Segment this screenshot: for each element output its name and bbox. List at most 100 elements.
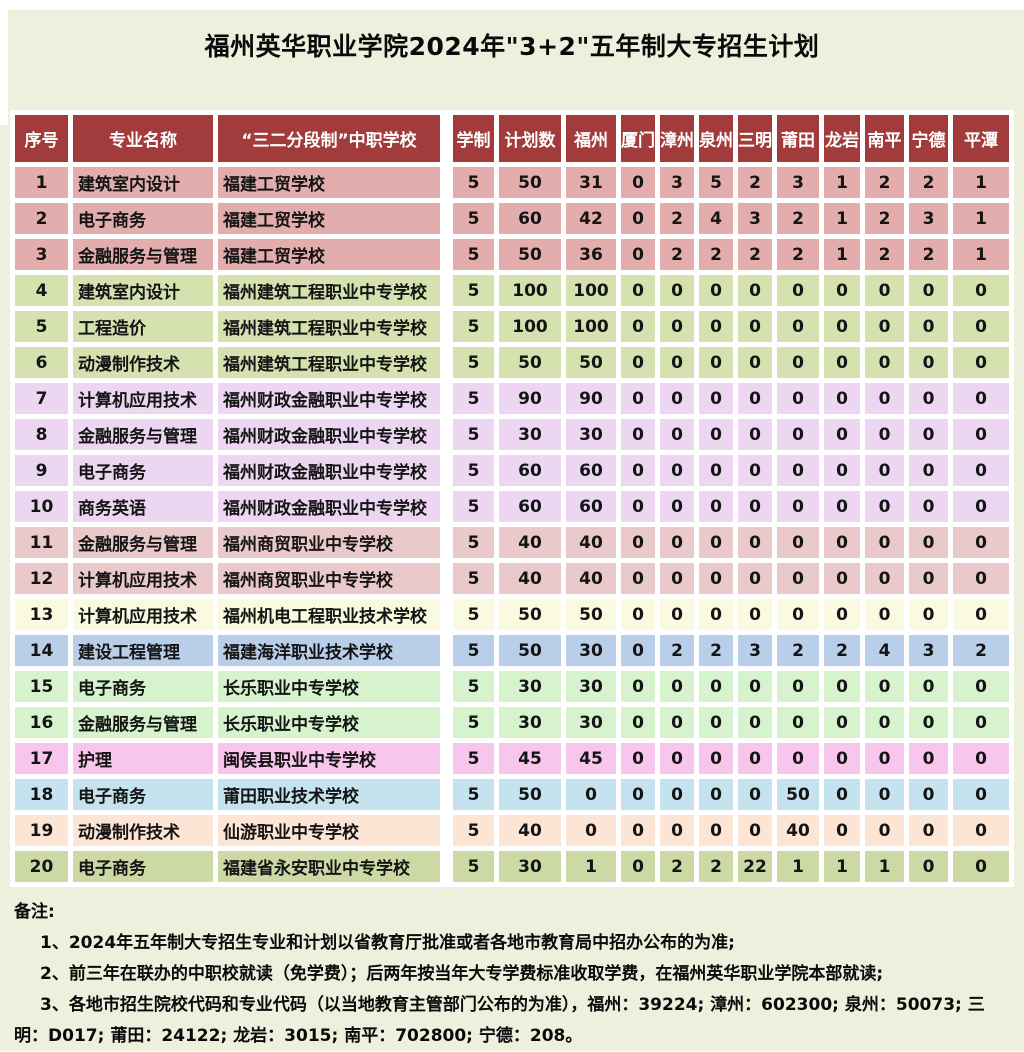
row-number-cell: 8: [10, 414, 73, 455]
city-count-cell: 2: [860, 162, 909, 203]
city-count-cell: 0: [860, 810, 909, 851]
school-cell: 福州财政金融职业中专学校: [213, 414, 449, 455]
plan-cell: 100: [494, 270, 566, 311]
duration-cell: 5: [440, 378, 499, 419]
city-count-cell: 0: [694, 378, 738, 419]
duration-cell: 5: [440, 630, 499, 671]
duration-cell: 5: [440, 558, 499, 599]
city-count-cell: 100: [561, 270, 621, 311]
school-cell: 福州机电工程职业技术学校: [213, 594, 449, 635]
row-number-cell: 11: [10, 522, 73, 563]
city-count-cell: 0: [616, 378, 660, 419]
school-cell: 长乐职业中专学校: [213, 666, 449, 707]
city-count-cell: 0: [733, 558, 777, 599]
row-number-cell: 2: [10, 198, 73, 239]
city-count-cell: 1: [819, 198, 865, 239]
plan-cell: 50: [494, 234, 566, 275]
city-count-cell: 0: [772, 414, 824, 455]
city-count-cell: 0: [616, 306, 660, 347]
table-row: 3 金融服务与管理 福建工贸学校 5 50 36 0 2 2 2 2 1 2 2 1: [10, 234, 1014, 275]
city-count-cell: 0: [616, 738, 660, 779]
city-count-cell: 2: [772, 198, 824, 239]
city-count-cell: 1: [819, 162, 865, 203]
major-cell: 工程造价: [68, 306, 218, 347]
duration-cell: 5: [440, 666, 499, 707]
major-cell: 电子商务: [68, 774, 218, 815]
city-count-cell: 0: [819, 486, 865, 527]
row-number-cell: 6: [10, 342, 73, 383]
city-count-cell: 0: [655, 342, 699, 383]
city-count-cell: 0: [694, 270, 738, 311]
city-count-cell: 0: [948, 594, 1014, 635]
city-count-cell: 0: [616, 630, 660, 671]
city-count-cell: 2: [733, 162, 777, 203]
city-count-cell: 4: [860, 630, 909, 671]
city-count-cell: 0: [860, 306, 909, 347]
city-count-cell: 5: [694, 162, 738, 203]
table-row: 10 商务英语 福州财政金融职业中专学校 5 60 60 0 0 0 0 0 0 0 0 0: [10, 486, 1014, 527]
city-count-cell: 0: [655, 738, 699, 779]
city-count-cell: 0: [948, 558, 1014, 599]
plan-cell: 100: [494, 306, 566, 347]
city-count-cell: 0: [819, 270, 865, 311]
city-count-cell: 0: [694, 342, 738, 383]
table-row: 13 计算机应用技术 福州机电工程职业技术学校 5 50 50 0 0 0 0 0 0 0 0 0: [10, 594, 1014, 635]
table-row: 14 建设工程管理 福建海洋职业技术学校 5 50 30 0 2 2 3 2 2 4 3 2: [10, 630, 1014, 671]
city-count-cell: 0: [772, 594, 824, 635]
school-cell: 闽侯县职业中专学校: [213, 738, 449, 779]
city-count-cell: 0: [733, 522, 777, 563]
city-count-cell: 0: [819, 378, 865, 419]
school-cell: 长乐职业中专学校: [213, 702, 449, 743]
notes-list: 1、2024年五年制大专招生专业和计划以省教育厅批准或者各地市教育局中招办公布的…: [14, 928, 1014, 1052]
city-count-cell: 0: [904, 270, 953, 311]
row-number-cell: 12: [10, 558, 73, 599]
city-count-cell: 1: [772, 846, 824, 887]
column-header: 序号: [10, 110, 73, 167]
row-number-cell: 3: [10, 234, 73, 275]
city-count-cell: 50: [772, 774, 824, 815]
city-count-cell: 0: [616, 810, 660, 851]
city-count-cell: 0: [772, 306, 824, 347]
row-number-cell: 14: [10, 630, 73, 671]
city-count-cell: 2: [655, 198, 699, 239]
city-count-cell: 0: [694, 486, 738, 527]
column-header: 厦门: [616, 110, 660, 167]
city-count-cell: 0: [948, 342, 1014, 383]
city-count-cell: 0: [655, 522, 699, 563]
city-count-cell: 0: [694, 450, 738, 491]
city-count-cell: 0: [904, 342, 953, 383]
note-item: 2、前三年在联办的中职校就读（免学费）；后两年按当年大专学费标准收取学费，在福州…: [40, 964, 884, 984]
city-count-cell: 0: [616, 342, 660, 383]
city-count-cell: 31: [561, 162, 621, 203]
plan-cell: 30: [494, 666, 566, 707]
city-count-cell: 2: [694, 846, 738, 887]
table-row: 2 电子商务 福建工贸学校 5 60 42 0 2 4 3 2 1 2 3 1: [10, 198, 1014, 239]
city-count-cell: 0: [655, 666, 699, 707]
major-cell: 金融服务与管理: [68, 522, 218, 563]
school-cell: 福州商贸职业中专学校: [213, 558, 449, 599]
city-count-cell: 0: [655, 486, 699, 527]
city-count-cell: 0: [733, 270, 777, 311]
city-count-cell: 1: [948, 234, 1014, 275]
city-count-cell: 0: [860, 522, 909, 563]
city-count-cell: 2: [655, 630, 699, 671]
city-count-cell: 0: [772, 666, 824, 707]
enrollment-plan-table: 序号 专业名称 “三二分段制”中职学校 学制 计划数 福州 厦门 漳州 泉州 三明 莆田 龙岩 南平 宁德…: [10, 110, 1014, 887]
city-count-cell: 30: [561, 414, 621, 455]
city-count-cell: 0: [616, 414, 660, 455]
city-count-cell: 0: [948, 666, 1014, 707]
table-row: 7 计算机应用技术 福州财政金融职业中专学校 5 90 90 0 0 0 0 0 0 0 0 0: [10, 378, 1014, 419]
city-count-cell: 0: [904, 306, 953, 347]
city-count-cell: 0: [860, 342, 909, 383]
city-count-cell: 0: [561, 774, 621, 815]
column-header: 三明: [733, 110, 777, 167]
city-count-cell: 2: [655, 846, 699, 887]
city-count-cell: 50: [561, 342, 621, 383]
city-count-cell: 0: [733, 594, 777, 635]
city-count-cell: 0: [772, 450, 824, 491]
city-count-cell: 1: [819, 234, 865, 275]
duration-cell: 5: [440, 306, 499, 347]
city-count-cell: 45: [561, 738, 621, 779]
row-number-cell: 15: [10, 666, 73, 707]
